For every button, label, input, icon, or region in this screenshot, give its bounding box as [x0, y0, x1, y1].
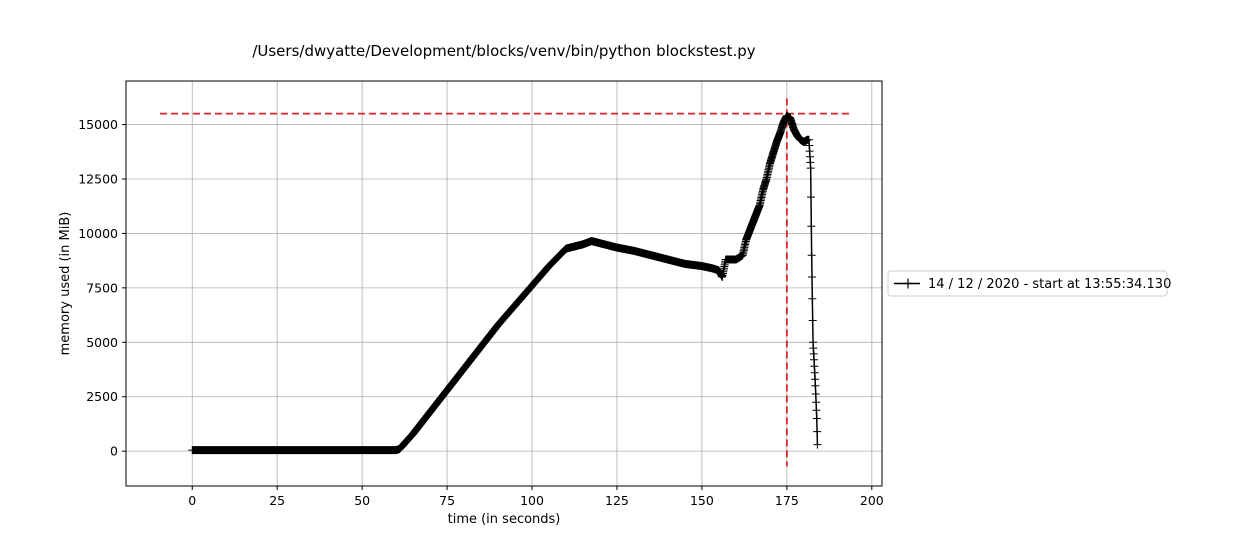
- legend-box: [887, 270, 1168, 297]
- series-group: [188, 111, 822, 455]
- x-axis-ticks: 0 25 50 75 100 125 150 175 200: [188, 486, 884, 508]
- y-tick-label: 10000: [78, 226, 118, 241]
- y-tick-label: 12500: [78, 171, 118, 186]
- y-tick-label: 15000: [78, 117, 118, 132]
- y-tick-label: 2500: [86, 389, 118, 404]
- series-point-markers: [188, 111, 822, 455]
- plot-frame: [125, 80, 883, 487]
- x-tick-label: 100: [520, 493, 544, 508]
- y-axis-label: memory used (in MiB): [58, 212, 73, 356]
- x-tick-label: 175: [775, 493, 799, 508]
- x-tick-label: 75: [439, 493, 455, 508]
- legend-entry: 14 / 12 / 2020 - start at 13:55:34.130: [928, 277, 1171, 292]
- legend: 14 / 12 / 2020 - start at 13:55:34.130: [887, 270, 1171, 297]
- series-line: [192, 114, 819, 451]
- x-tick-label: 200: [860, 493, 884, 508]
- y-tick-label: 0: [110, 444, 118, 459]
- x-axis-label: time (in seconds): [448, 512, 561, 527]
- peak-annotations: [159, 98, 850, 467]
- chart-title: /Users/dwyatte/Development/blocks/venv/b…: [252, 42, 755, 60]
- x-tick-label: 0: [188, 493, 196, 508]
- x-tick-label: 150: [690, 493, 714, 508]
- y-axis-ticks: 0 2500 5000 7500 10000 12500 15000: [78, 117, 126, 459]
- x-tick-label: 125: [605, 493, 629, 508]
- grid-lines: [126, 81, 882, 486]
- x-tick-label: 25: [269, 493, 285, 508]
- y-tick-label: 5000: [86, 335, 118, 350]
- x-tick-label: 50: [354, 493, 370, 508]
- y-tick-label: 7500: [86, 280, 118, 295]
- legend-marker: [903, 278, 913, 289]
